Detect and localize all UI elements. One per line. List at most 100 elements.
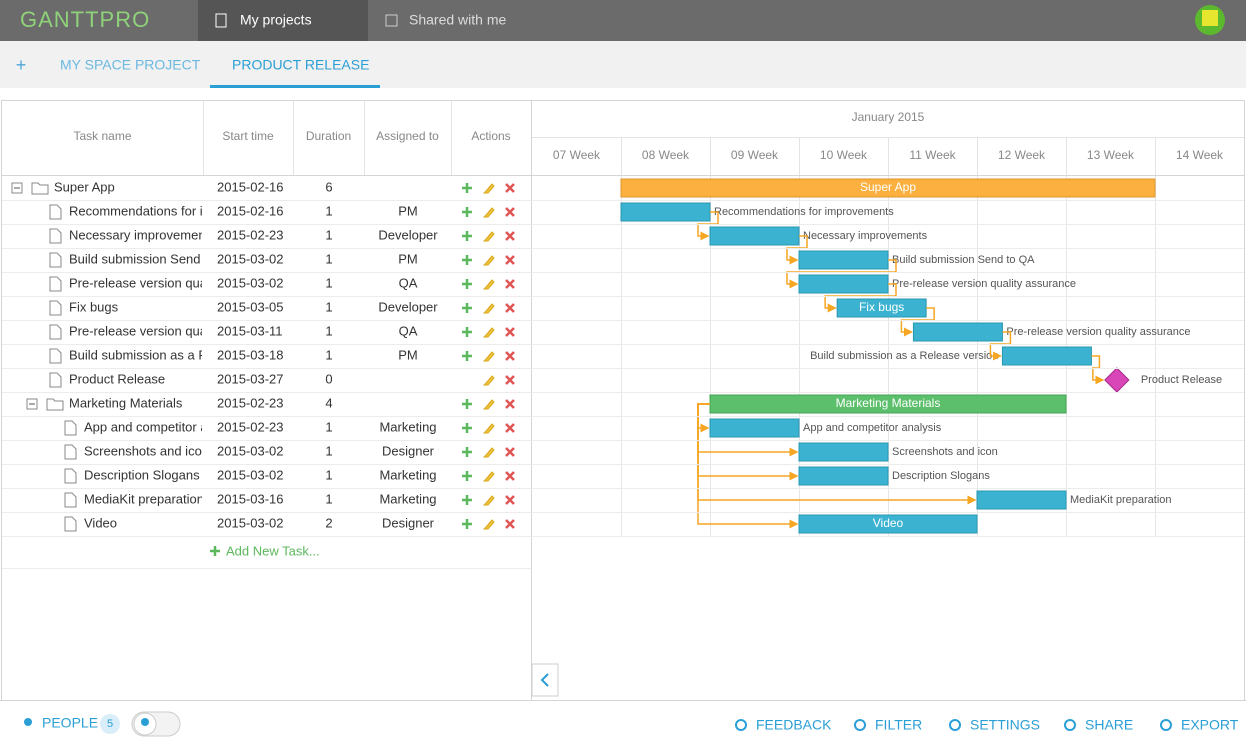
delete-task[interactable] bbox=[505, 327, 515, 337]
edit-task[interactable] bbox=[482, 471, 495, 482]
month-label: January 2015 bbox=[852, 110, 925, 124]
delete-task[interactable] bbox=[505, 495, 515, 505]
add-task[interactable]: Add New Task... bbox=[226, 543, 320, 558]
edit-task[interactable] bbox=[482, 399, 495, 410]
avatar-face bbox=[1202, 10, 1218, 26]
project-bar bbox=[0, 41, 1246, 88]
add-subtask[interactable] bbox=[462, 279, 472, 289]
add-subtask[interactable] bbox=[462, 207, 472, 217]
bar-label: MediaKit preparation bbox=[1070, 494, 1172, 506]
edit-task[interactable] bbox=[482, 447, 495, 458]
footer-action[interactable]: SHARE bbox=[1085, 717, 1133, 733]
add-project[interactable]: + bbox=[16, 55, 27, 75]
add-subtask[interactable] bbox=[462, 303, 472, 313]
tab[interactable]: Shared with me bbox=[409, 12, 506, 28]
task-bar[interactable] bbox=[709, 226, 800, 246]
add-subtask[interactable] bbox=[462, 471, 472, 481]
task-bar[interactable] bbox=[798, 442, 889, 462]
edit-task[interactable] bbox=[482, 207, 495, 218]
add-subtask[interactable] bbox=[462, 447, 472, 457]
add-subtask[interactable] bbox=[462, 183, 472, 193]
add-subtask[interactable] bbox=[462, 231, 472, 241]
task-bar[interactable] bbox=[798, 274, 889, 294]
task-name[interactable]: Marketing Materials bbox=[69, 395, 183, 410]
edit-task[interactable] bbox=[482, 327, 495, 338]
task-bar[interactable] bbox=[976, 490, 1067, 510]
edit-task[interactable] bbox=[482, 255, 495, 266]
people-button[interactable]: PEOPLE bbox=[42, 715, 98, 731]
task-name[interactable]: Build submission Send to QA bbox=[69, 251, 238, 266]
delete-task[interactable] bbox=[505, 351, 515, 361]
delete-task[interactable] bbox=[505, 447, 515, 457]
collapse-button[interactable] bbox=[531, 663, 559, 697]
task-bar[interactable] bbox=[798, 466, 889, 486]
task-name[interactable]: Pre-release version quality assurance bbox=[69, 275, 287, 290]
file-icon bbox=[64, 468, 77, 484]
edit-task[interactable] bbox=[482, 423, 495, 434]
add-icon bbox=[210, 546, 220, 556]
add-subtask[interactable] bbox=[462, 423, 472, 433]
file-icon bbox=[49, 228, 62, 244]
task-name[interactable]: Fix bugs bbox=[69, 299, 119, 314]
task-name[interactable]: Video bbox=[84, 515, 117, 530]
edit-task[interactable] bbox=[482, 351, 495, 362]
delete-task[interactable] bbox=[505, 231, 515, 241]
task-bar[interactable] bbox=[620, 178, 1156, 198]
delete-task[interactable] bbox=[505, 279, 515, 289]
delete-task[interactable] bbox=[505, 303, 515, 313]
file-icon bbox=[49, 348, 62, 364]
delete-task[interactable] bbox=[505, 399, 515, 409]
task-bar[interactable] bbox=[912, 322, 1003, 342]
edit-task[interactable] bbox=[482, 183, 495, 194]
task-name[interactable]: Recommendations for improvements bbox=[69, 203, 282, 218]
edit-task[interactable] bbox=[482, 375, 495, 386]
footer-action[interactable]: FEEDBACK bbox=[756, 717, 832, 733]
task-bar[interactable] bbox=[798, 250, 889, 270]
column-header: Assigned to bbox=[376, 129, 439, 143]
action-icon bbox=[854, 719, 866, 731]
add-subtask[interactable] bbox=[462, 495, 472, 505]
footer-action[interactable]: SETTINGS bbox=[970, 717, 1040, 733]
edit-task[interactable] bbox=[482, 495, 495, 506]
add-subtask[interactable] bbox=[462, 351, 472, 361]
tab[interactable]: My projects bbox=[240, 12, 312, 28]
task-name[interactable]: Description Slogans bbox=[84, 467, 200, 482]
delete-task[interactable] bbox=[505, 207, 515, 217]
bar-label: Video bbox=[873, 516, 904, 530]
footer-action[interactable]: EXPORT bbox=[1181, 717, 1239, 733]
add-subtask[interactable] bbox=[462, 255, 472, 265]
delete-task[interactable] bbox=[505, 471, 515, 481]
edit-task[interactable] bbox=[482, 231, 495, 242]
task-name[interactable]: Super App bbox=[54, 179, 115, 194]
task-name[interactable]: App and competitor analysis bbox=[84, 419, 248, 434]
assigned-to: Developer bbox=[378, 299, 438, 314]
edit-task[interactable] bbox=[482, 519, 495, 530]
delete-task[interactable] bbox=[505, 183, 515, 193]
footer-action[interactable]: FILTER bbox=[875, 717, 922, 733]
delete-task[interactable] bbox=[505, 519, 515, 529]
task-name[interactable]: Build submission as a Release version bbox=[69, 347, 292, 362]
edit-task[interactable] bbox=[482, 303, 495, 314]
task-bar[interactable] bbox=[620, 202, 711, 222]
add-subtask[interactable] bbox=[462, 519, 472, 529]
project-tab[interactable]: MY SPACE PROJECT bbox=[60, 57, 201, 73]
assigned-to: Designer bbox=[382, 443, 435, 458]
bar-label: Pre-release version quality assurance bbox=[892, 278, 1076, 290]
logo[interactable]: GANTTPRO bbox=[20, 7, 150, 32]
task-name[interactable]: Pre-release version quality assurance bbox=[69, 323, 287, 338]
task-name[interactable]: Product Release bbox=[69, 371, 165, 386]
task-name[interactable]: Necessary improvements bbox=[69, 227, 216, 242]
delete-task[interactable] bbox=[505, 255, 515, 265]
column-header: Actions bbox=[471, 129, 510, 143]
add-subtask[interactable] bbox=[462, 399, 472, 409]
task-name[interactable]: MediaKit preparation bbox=[84, 491, 204, 506]
delete-task[interactable] bbox=[505, 423, 515, 433]
task-bar[interactable] bbox=[709, 418, 800, 438]
delete-task[interactable] bbox=[505, 375, 515, 385]
edit-task[interactable] bbox=[482, 279, 495, 290]
project-tab[interactable]: PRODUCT RELEASE bbox=[232, 57, 369, 73]
task-bar[interactable] bbox=[798, 514, 978, 534]
add-subtask[interactable] bbox=[462, 327, 472, 337]
task-bar[interactable] bbox=[1001, 346, 1092, 366]
task-name[interactable]: Screenshots and icon bbox=[84, 443, 209, 458]
